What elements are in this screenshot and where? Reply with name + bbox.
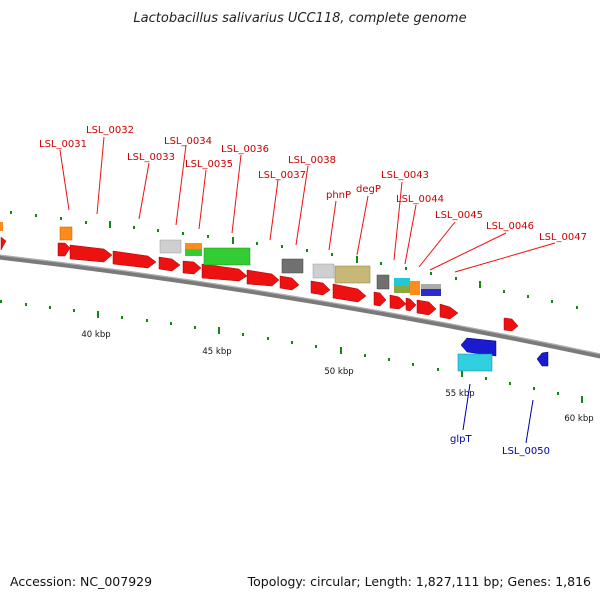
cds-arrow xyxy=(57,242,71,257)
cds-arrow xyxy=(69,244,113,263)
misc-feature xyxy=(421,289,441,296)
gene-label: LSL_0034 xyxy=(164,136,212,147)
cds-arrow xyxy=(416,299,437,316)
cds-arrow xyxy=(536,351,549,367)
tick-label: 55 kbp xyxy=(445,389,474,399)
cds-arrow xyxy=(158,256,181,272)
tick-label: 60 kbp xyxy=(564,414,593,424)
misc-feature xyxy=(394,286,410,293)
gene-label: LSL_0046 xyxy=(486,221,534,232)
cds-arrow xyxy=(503,317,519,332)
upper-feature-boxes xyxy=(0,222,441,296)
misc-feature xyxy=(457,353,493,372)
inner-ticks xyxy=(0,300,583,403)
misc-feature xyxy=(421,284,441,289)
gene-label: LSL_0035 xyxy=(185,159,233,170)
gene-label: LSL_0031 xyxy=(39,139,87,150)
cds-arrow xyxy=(460,337,497,357)
genome-backbone-highlight xyxy=(0,254,600,355)
gene-label: LSL_0050 xyxy=(502,446,550,457)
tick-label: 40 kbp xyxy=(81,330,110,340)
misc-feature xyxy=(0,222,3,231)
cds-arrow xyxy=(310,280,331,296)
misc-feature xyxy=(376,274,390,290)
reverse-label-lines xyxy=(462,383,534,444)
tick-label: 45 kbp xyxy=(202,347,231,357)
forward-label-lines xyxy=(59,136,556,273)
gene-label: LSL_0033 xyxy=(127,152,175,163)
accession-text: Accession: NC_007929 xyxy=(10,574,152,589)
misc-feature xyxy=(281,258,304,274)
gene-label: LSL_0045 xyxy=(435,210,483,221)
misc-feature xyxy=(410,281,420,295)
gene-label: LSL_0038 xyxy=(288,155,336,166)
gene-label: degP xyxy=(356,184,381,195)
misc-feature xyxy=(203,247,251,266)
reverse-cds-arrows xyxy=(457,337,549,372)
cds-arrow xyxy=(201,263,248,282)
cds-arrow xyxy=(389,294,407,310)
gene-label: LSL_0043 xyxy=(381,170,429,181)
outer-ticks xyxy=(10,211,578,309)
gene-label: LSL_0047 xyxy=(539,232,587,243)
forward-cds-arrows xyxy=(0,236,519,332)
gene-label: glpT xyxy=(450,434,472,445)
cds-arrow xyxy=(0,236,7,251)
gene-label: LSL_0044 xyxy=(396,194,444,205)
map-title: Lactobacillus salivarius UCC118, complet… xyxy=(133,11,466,26)
genome-summary-text: Topology: circular; Length: 1,827,111 bp… xyxy=(247,574,591,589)
cds-arrow xyxy=(332,283,367,303)
cds-arrow xyxy=(439,303,459,320)
misc-feature xyxy=(394,278,410,286)
gene-label: phnP xyxy=(326,190,351,201)
genome-backbone xyxy=(0,254,600,359)
misc-feature xyxy=(59,226,73,241)
misc-feature xyxy=(185,243,202,249)
tick-label: 50 kbp xyxy=(324,367,353,377)
cds-arrow xyxy=(246,269,280,287)
misc-feature xyxy=(312,263,335,279)
misc-feature xyxy=(185,249,202,256)
cds-arrow xyxy=(279,275,300,291)
gene-label: LSL_0032 xyxy=(86,125,134,136)
misc-feature xyxy=(334,265,371,284)
cds-arrow xyxy=(182,260,202,275)
cds-arrow xyxy=(373,291,387,307)
cds-arrow xyxy=(112,250,157,269)
cds-arrow xyxy=(405,297,417,312)
misc-feature xyxy=(159,239,182,254)
gene-label: LSL_0036 xyxy=(221,144,269,155)
gene-label: LSL_0037 xyxy=(258,170,306,181)
